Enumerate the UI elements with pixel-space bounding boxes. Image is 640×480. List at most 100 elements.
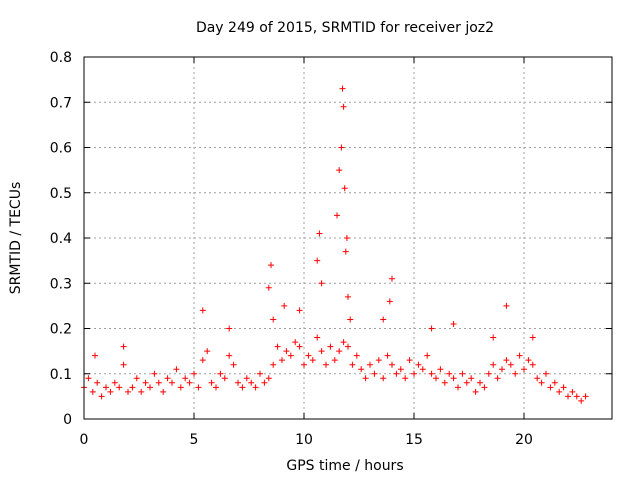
data-point	[279, 357, 285, 364]
data-point	[138, 388, 145, 395]
x-tick-label: 0	[80, 432, 89, 448]
data-point	[182, 375, 189, 382]
data-point	[525, 357, 532, 364]
data-point	[125, 388, 131, 395]
data-point	[301, 361, 307, 368]
data-point	[433, 375, 439, 382]
data-point	[89, 388, 96, 395]
data-point	[281, 302, 288, 309]
data-point	[336, 348, 343, 355]
data-point	[547, 384, 554, 391]
x-tick-label: 15	[405, 432, 423, 448]
data-point	[397, 366, 404, 373]
data-point	[327, 343, 334, 350]
data-point	[556, 388, 563, 395]
x-tick-label: 10	[295, 432, 313, 448]
data-point	[389, 361, 395, 368]
data-point	[268, 262, 274, 269]
data-point	[151, 370, 158, 377]
data-point	[402, 375, 409, 382]
data-point	[459, 370, 466, 377]
data-point	[565, 393, 571, 400]
data-point	[287, 352, 294, 359]
data-point	[318, 348, 325, 355]
data-point	[450, 320, 457, 327]
data-point	[85, 375, 92, 382]
data-point	[142, 379, 149, 386]
data-point	[221, 375, 228, 382]
data-point	[463, 379, 470, 386]
data-point	[380, 316, 387, 323]
data-point	[358, 366, 365, 373]
data-point	[309, 357, 316, 364]
chart-title: Day 249 of 2015, SRMTID for receiver joz…	[196, 20, 494, 36]
data-point	[164, 375, 171, 382]
data-point	[340, 339, 347, 346]
data-point	[582, 393, 589, 400]
data-point	[204, 348, 211, 355]
data-point	[415, 361, 422, 368]
data-point	[338, 144, 345, 151]
data-point	[345, 293, 351, 300]
points-layer	[81, 85, 589, 404]
data-point	[384, 352, 391, 359]
data-point	[98, 393, 105, 400]
tick-layer: 0 0.1 0.2 0.3 0.4 0.5 0.6 0.7 0.8 0 5 10 15 20	[50, 50, 612, 448]
data-point	[529, 361, 536, 368]
data-point	[257, 370, 263, 377]
data-point	[529, 334, 536, 341]
data-point	[103, 384, 109, 391]
data-point	[318, 280, 325, 287]
data-point	[331, 357, 338, 364]
plot-frame	[83, 56, 613, 420]
data-point	[270, 361, 277, 368]
y-tick-label: 0	[63, 412, 72, 428]
data-point	[239, 384, 246, 391]
data-point	[543, 370, 549, 377]
data-point	[512, 370, 519, 377]
data-point	[177, 384, 184, 391]
data-point	[477, 379, 483, 386]
data-point	[199, 307, 206, 314]
y-tick-label: 0.1	[50, 367, 72, 383]
data-point	[343, 235, 350, 241]
data-point	[147, 384, 153, 391]
data-point	[186, 379, 193, 386]
data-point	[494, 375, 501, 382]
data-point	[120, 361, 127, 368]
data-point	[386, 298, 393, 305]
data-point	[342, 248, 349, 255]
data-point	[450, 375, 457, 382]
data-point	[155, 379, 162, 386]
data-point	[314, 257, 321, 264]
data-point	[503, 357, 510, 364]
data-point	[339, 85, 346, 92]
data-point	[261, 379, 268, 386]
data-point	[226, 325, 233, 332]
data-point	[534, 375, 541, 382]
data-point	[490, 361, 497, 368]
data-point	[481, 384, 488, 391]
data-point	[393, 370, 400, 377]
data-point	[235, 379, 241, 386]
data-point	[296, 343, 303, 350]
data-point	[353, 352, 360, 359]
x-tick-label: 5	[190, 432, 199, 448]
data-point	[455, 384, 461, 391]
data-point	[129, 384, 136, 391]
x-axis-label: GPS time / hours	[286, 458, 403, 474]
data-point	[340, 103, 347, 110]
data-point	[270, 316, 277, 323]
y-tick-label: 0.5	[50, 186, 72, 202]
x-tick-label: 20	[515, 432, 533, 448]
data-point	[380, 375, 387, 382]
data-point	[428, 370, 435, 377]
data-point	[560, 384, 567, 391]
data-point	[419, 366, 426, 373]
data-point	[468, 375, 475, 382]
data-point	[569, 388, 576, 395]
data-point	[437, 366, 444, 373]
data-point	[296, 307, 303, 314]
data-point	[199, 357, 206, 364]
